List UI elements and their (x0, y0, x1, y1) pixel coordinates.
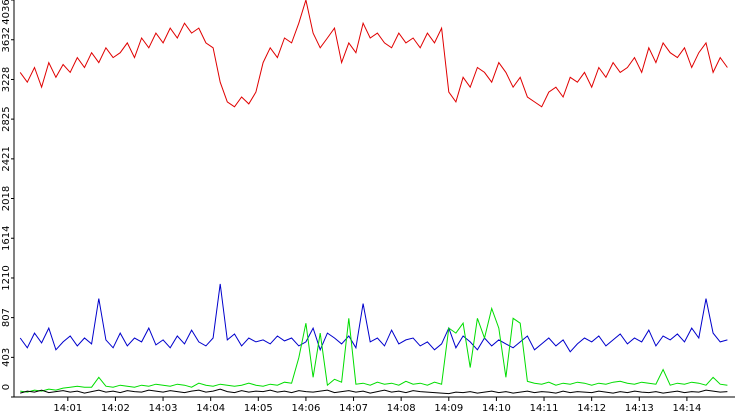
x-tick-label: 14:11 (530, 403, 559, 414)
y-tick-label: 2421 (1, 146, 12, 171)
x-tick-label: 14:09 (434, 403, 463, 414)
x-tick-label: 14:13 (625, 403, 654, 414)
series-line (20, 388, 728, 395)
y-tick-label: 3228 (1, 67, 12, 92)
x-tick-label: 14:05 (244, 403, 273, 414)
y-tick-label: 2018 (1, 186, 12, 211)
y-tick-label: 2825 (1, 106, 12, 131)
y-tick-label: 0 (1, 384, 12, 390)
x-tick-label: 14:03 (149, 403, 178, 414)
x-tick-label: 14:06 (292, 403, 321, 414)
y-tick-label: 3632 (1, 27, 12, 52)
series-line (19, 0, 728, 108)
x-tick-label: 14:14 (672, 403, 701, 414)
x-tick-label: 14:10 (482, 403, 511, 414)
x-tick-label: 14:02 (101, 403, 130, 414)
x-tick-label: 14:12 (577, 403, 606, 414)
series-line (20, 306, 728, 393)
y-tick-label: 1210 (1, 265, 12, 290)
y-tick-label: 4036 (1, 0, 12, 25)
x-tick-label: 14:01 (53, 403, 82, 414)
x-tick-label: 14:04 (196, 403, 225, 414)
x-tick-label: 14:07 (339, 403, 368, 414)
x-tick-label: 14:08 (387, 403, 416, 414)
y-tick-label: 1614 (1, 226, 12, 251)
series-line (19, 283, 728, 353)
y-tick-label: 403 (1, 348, 12, 367)
y-tick-label: 807 (1, 308, 12, 327)
